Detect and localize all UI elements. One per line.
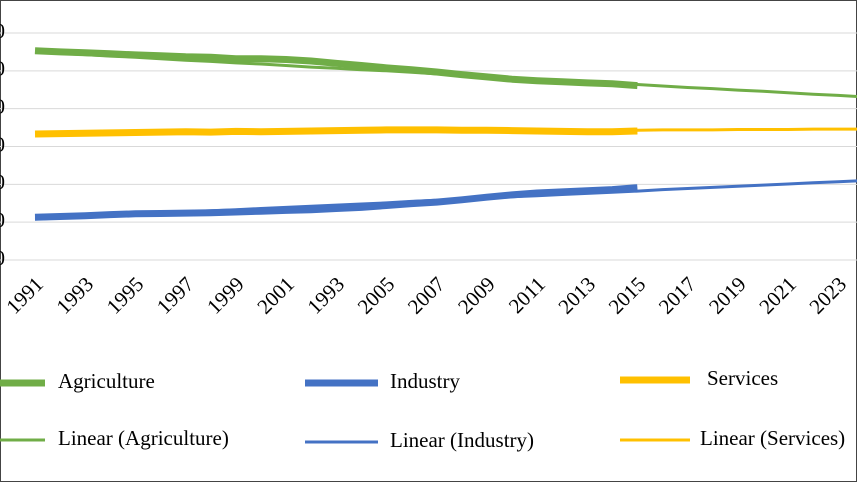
y-tick-label: 20 bbox=[0, 170, 5, 194]
series-line bbox=[34, 47, 638, 90]
x-tick-label: 1993 bbox=[302, 272, 349, 319]
legend-label: Industry bbox=[390, 369, 460, 393]
x-tick-label: 2023 bbox=[804, 272, 851, 319]
x-tick-label: 2009 bbox=[453, 272, 500, 319]
x-tick-label: 1999 bbox=[202, 272, 249, 319]
y-tick-label: 50 bbox=[0, 57, 5, 81]
x-tick-label: 2015 bbox=[604, 272, 651, 319]
y-tick-label: 40 bbox=[0, 94, 5, 118]
x-tick-label: 2005 bbox=[353, 272, 400, 319]
x-tick-label: 2019 bbox=[704, 272, 751, 319]
x-tick-label: 2017 bbox=[654, 272, 701, 319]
x-tick-label: 1997 bbox=[152, 272, 199, 319]
x-tick-label: 1995 bbox=[102, 272, 149, 319]
y-tick-label: 60 bbox=[0, 19, 5, 43]
x-tick-label: 1993 bbox=[51, 272, 98, 319]
x-tick-label: 2013 bbox=[553, 272, 600, 319]
x-tick-label: 1991 bbox=[1, 272, 48, 319]
y-tick-label: 0 bbox=[0, 246, 5, 270]
y-tick-label: 10 bbox=[0, 208, 5, 232]
legend-label: Linear (Industry) bbox=[390, 428, 534, 452]
x-tick-label: 2021 bbox=[754, 272, 801, 319]
x-tick-label: 2001 bbox=[252, 272, 299, 319]
series-line bbox=[34, 184, 638, 221]
legend-label: Linear (Agriculture) bbox=[58, 426, 229, 450]
x-tick-label: 2011 bbox=[504, 272, 550, 318]
legend-label: Linear (Services) bbox=[700, 426, 845, 450]
x-tick-label: 2007 bbox=[403, 272, 450, 319]
series-line bbox=[34, 126, 638, 138]
y-tick-label: 30 bbox=[0, 132, 5, 156]
legend-label: Agriculture bbox=[58, 369, 155, 393]
legend-label: Services bbox=[707, 366, 778, 390]
